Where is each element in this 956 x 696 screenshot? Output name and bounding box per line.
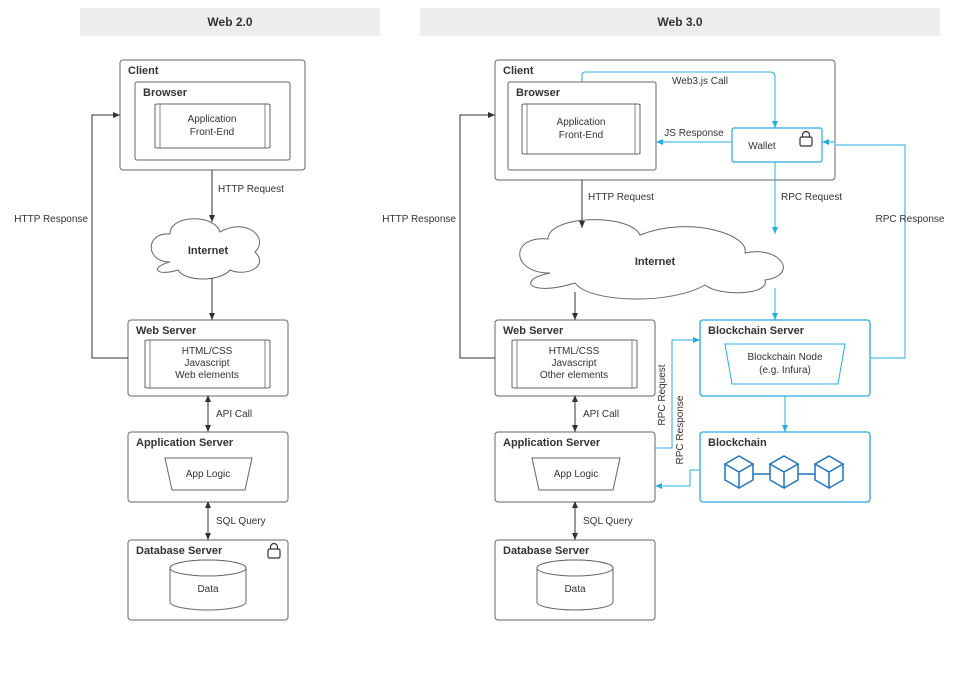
w3-frontend-doc: Application Front-End xyxy=(522,104,640,154)
w2-http-resp: HTTP Response xyxy=(14,214,88,225)
w2-webserver-label: Web Server xyxy=(136,325,197,337)
w2-webserver-l2: Javascript xyxy=(184,358,229,369)
w3-client-label: Client xyxy=(503,65,534,77)
w2-api-call: API Call xyxy=(216,409,252,420)
header-web3-label: Web 3.0 xyxy=(657,15,702,29)
w2-client-label: Client xyxy=(128,65,159,77)
w3-api-call: API Call xyxy=(583,409,619,420)
w3-internet-label: Internet xyxy=(635,256,676,268)
w2-applogic-label: App Logic xyxy=(186,469,230,480)
web3-group: Client Browser Application Front-End Wal… xyxy=(382,60,945,620)
w3-bcnode-l1: Blockchain Node xyxy=(747,352,822,363)
w3-rpc-resp2: RPC Response xyxy=(675,395,686,464)
w3-data-label: Data xyxy=(564,584,586,595)
w3-applogic-label: App Logic xyxy=(554,469,598,480)
w2-browser-label: Browser xyxy=(143,87,188,99)
w3-rpc-req: RPC Request xyxy=(781,192,842,203)
w3-frontend-l1: Application xyxy=(557,117,606,128)
w3-webserver-l2: Javascript xyxy=(551,358,596,369)
w2-webserver-l1: HTML/CSS xyxy=(182,346,233,357)
w3-appserver-label: Application Server xyxy=(503,437,601,449)
w2-frontend-l1: Application xyxy=(188,114,237,125)
w3-bcserver-label: Blockchain Server xyxy=(708,325,805,337)
architecture-diagram: Web 2.0 Web 3.0 Client Browser Applicati… xyxy=(0,0,956,693)
w3-webserver-l1: HTML/CSS xyxy=(549,346,600,357)
w3-frontend-l2: Front-End xyxy=(559,130,603,141)
w3-http-req: HTTP Request xyxy=(588,192,654,203)
w2-appserver-label: Application Server xyxy=(136,437,234,449)
w3-webserver-l3: Other elements xyxy=(540,370,608,381)
web2-group: Client Browser Application Front-End Int… xyxy=(14,60,305,620)
w3-js-resp: JS Response xyxy=(664,128,724,139)
w2-data-label: Data xyxy=(197,584,219,595)
w3-bcnode-trap xyxy=(725,344,845,384)
w3-rpc-resp: RPC Response xyxy=(876,214,945,225)
w2-internet-cloud: Internet xyxy=(151,219,259,279)
w3-browser-label: Browser xyxy=(516,87,561,99)
w2-data-cylinder: Data xyxy=(170,560,246,610)
w3-http-resp: HTTP Response xyxy=(382,214,456,225)
w2-internet-label: Internet xyxy=(188,245,229,257)
w2-webserver-doc: HTML/CSS Javascript Web elements xyxy=(145,340,270,388)
w3-webserver-doc: HTML/CSS Javascript Other elements xyxy=(512,340,637,388)
w2-frontend-l2: Front-End xyxy=(190,127,234,138)
w3-wallet-label: Wallet xyxy=(748,141,776,152)
w3-internet-cloud: Internet xyxy=(520,220,784,299)
w3-data-cylinder: Data xyxy=(537,560,613,610)
w3-web3js: Web3.js Call xyxy=(672,76,728,87)
w2-webserver-l3: Web elements xyxy=(175,370,239,381)
header-web2-label: Web 2.0 xyxy=(207,15,252,29)
w3-dbserver-label: Database Server xyxy=(503,545,590,557)
w3-bcnode-l2: (e.g. Infura) xyxy=(759,365,811,376)
w2-sql: SQL Query xyxy=(216,516,266,527)
w2-frontend-doc: Application Front-End xyxy=(155,104,270,148)
w2-dbserver-label: Database Server xyxy=(136,545,223,557)
w3-webserver-label: Web Server xyxy=(503,325,564,337)
w2-http-req: HTTP Request xyxy=(218,184,284,195)
w3-blockchain-label: Blockchain xyxy=(708,437,767,449)
w3-sql: SQL Query xyxy=(583,516,633,527)
w3-rpc-req2: RPC Request xyxy=(657,364,668,425)
